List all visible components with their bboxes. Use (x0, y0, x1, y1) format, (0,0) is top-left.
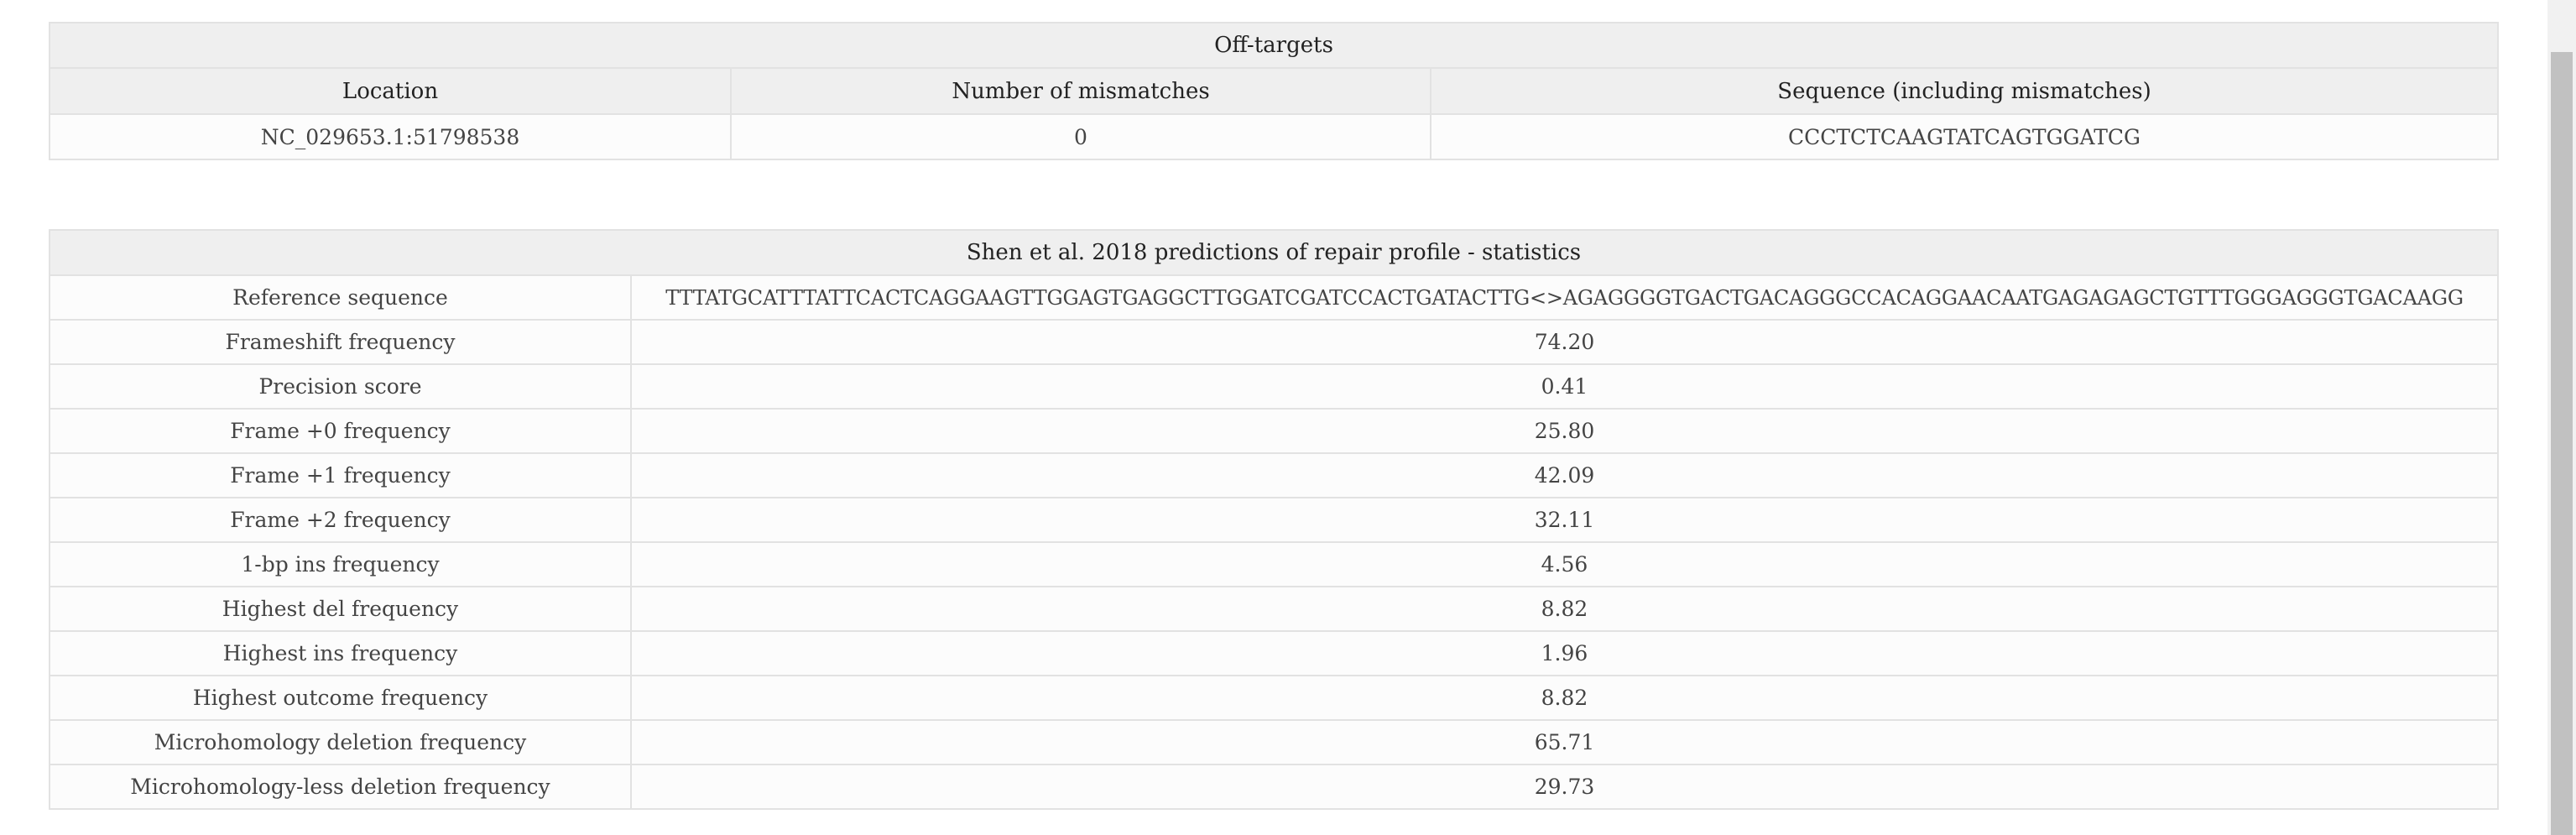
off-targets-title: Off-targets (49, 22, 2499, 69)
table-row: Precision score 0.41 (49, 363, 2499, 410)
cell-sequence: CCCTCTCAAGTATCAGTGGATCG (1430, 113, 2499, 160)
stat-value: 65.71 (630, 719, 2499, 765)
stat-label: Highest ins frequency (49, 630, 632, 676)
scrollbar-thumb[interactable] (2551, 52, 2573, 835)
table-row: Frame +0 frequency 25.80 (49, 408, 2499, 454)
table-row: Reference sequence TTTATGCATTTATTCACTCAG… (49, 274, 2499, 321)
table-row: 1-bp ins frequency 4.56 (49, 541, 2499, 587)
stat-label: Frame +1 frequency (49, 452, 632, 498)
table-row: Microhomology-less deletion frequency 29… (49, 764, 2499, 810)
stat-label: 1-bp ins frequency (49, 541, 632, 587)
table-row: Frame +1 frequency 42.09 (49, 452, 2499, 498)
stat-value: 1.96 (630, 630, 2499, 676)
stat-label: Highest del frequency (49, 586, 632, 632)
table-row: Highest outcome frequency 8.82 (49, 675, 2499, 721)
repair-statistics-table: Shen et al. 2018 predictions of repair p… (49, 229, 2499, 810)
table-row: Frame +2 frequency 32.11 (49, 497, 2499, 543)
vertical-scrollbar[interactable] (2547, 0, 2576, 835)
stat-label: Frameshift frequency (49, 319, 632, 365)
table-row: Highest del frequency 8.82 (49, 586, 2499, 632)
stat-value: 29.73 (630, 764, 2499, 810)
cell-location: NC_029653.1:51798538 (49, 113, 732, 160)
stat-value: 8.82 (630, 675, 2499, 721)
table-row: NC_029653.1:51798538 0 CCCTCTCAAGTATCAGT… (49, 113, 2499, 160)
stat-value: 42.09 (630, 452, 2499, 498)
stat-value: 74.20 (630, 319, 2499, 365)
stat-value: 0.41 (630, 363, 2499, 410)
stat-label: Highest outcome frequency (49, 675, 632, 721)
column-header-sequence: Sequence (including mismatches) (1430, 67, 2499, 115)
stat-label: Reference sequence (49, 274, 632, 321)
stat-value: 4.56 (630, 541, 2499, 587)
stat-label: Microhomology deletion frequency (49, 719, 632, 765)
stat-value: TTTATGCATTTATTCACTCAGGAAGTTGGAGTGAGGCTTG… (630, 274, 2499, 321)
table-row: Frameshift frequency 74.20 (49, 319, 2499, 365)
stat-label: Precision score (49, 363, 632, 410)
statistics-title: Shen et al. 2018 predictions of repair p… (49, 229, 2499, 276)
stat-value: 32.11 (630, 497, 2499, 543)
table-row: Highest ins frequency 1.96 (49, 630, 2499, 676)
stat-label: Microhomology-less deletion frequency (49, 764, 632, 810)
stat-value: 8.82 (630, 586, 2499, 632)
cell-mismatches: 0 (730, 113, 1431, 160)
off-targets-table: Off-targets Location Number of mismatche… (49, 22, 2499, 160)
table-row: Microhomology deletion frequency 65.71 (49, 719, 2499, 765)
stat-label: Frame +2 frequency (49, 497, 632, 543)
column-header-location: Location (49, 67, 732, 115)
stat-label: Frame +0 frequency (49, 408, 632, 454)
stat-value: 25.80 (630, 408, 2499, 454)
column-header-mismatches: Number of mismatches (730, 67, 1431, 115)
